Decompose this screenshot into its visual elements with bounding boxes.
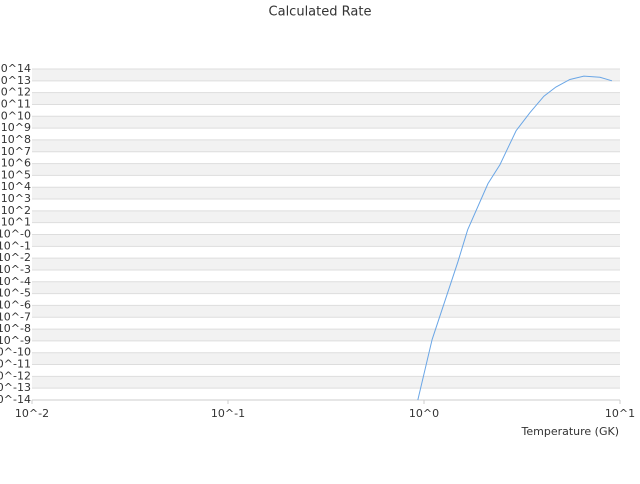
grid-band (32, 376, 620, 389)
y-tick-label: 10^-11 (0, 358, 31, 371)
grid-band (32, 116, 620, 129)
y-tick-label: 10^-12 (0, 369, 31, 382)
x-tick-label: 10^-1 (211, 407, 245, 420)
y-tick-label: 10^2 (1, 204, 31, 217)
grid-band (32, 163, 620, 176)
grid-band (32, 305, 620, 318)
y-tick-label: 10^-3 (0, 263, 31, 276)
grid-band (32, 329, 620, 341)
y-tick-label: 10^8 (1, 133, 31, 146)
y-tick-label: 10^9 (1, 121, 31, 134)
y-tick-label: 10^-0 (0, 228, 31, 241)
grid-band (32, 258, 620, 270)
grid-band (32, 352, 620, 365)
chart-title: Calculated Rate (269, 5, 372, 20)
y-tick-label: 10^4 (1, 180, 31, 193)
y-tick-label: 10^10 (0, 109, 31, 122)
y-tick-label: 10^13 (0, 74, 31, 87)
series-line (417, 75, 613, 401)
grid-band (32, 210, 620, 223)
y-tick-label: 10^6 (1, 157, 31, 170)
grid-band (32, 69, 620, 81)
y-tick-label: 10^-8 (0, 322, 31, 335)
x-tick-label: 10^-2 (15, 407, 49, 420)
y-tick-label: 10^5 (1, 168, 31, 181)
x-axis-label: Temperature (GK) (521, 425, 620, 438)
y-tick-label: 10^-6 (0, 298, 31, 311)
y-tick-label: 10^-14 (0, 393, 31, 406)
y-tick-label: 10^11 (0, 97, 31, 110)
y-tick-label: 10^14 (0, 62, 31, 75)
grid-band (32, 281, 620, 294)
x-tick-label: 10^0 (409, 407, 439, 420)
y-tick-label: 10^7 (1, 145, 31, 158)
y-tick-label: 10^-1 (0, 239, 31, 252)
y-tick-label: 10^-13 (0, 381, 31, 394)
x-tick-label: 10^1 (605, 407, 635, 420)
grid-band (32, 234, 620, 247)
y-tick-label: 10^-10 (0, 346, 31, 359)
y-tick-label: 10^3 (1, 192, 31, 205)
y-tick-label: 10^-4 (0, 275, 31, 288)
y-tick-label: 10^-7 (0, 310, 31, 323)
grid-band (32, 187, 620, 200)
y-tick-label: 10^-2 (0, 251, 31, 264)
y-tick-label: 10^-5 (0, 287, 31, 300)
grid-band (32, 139, 620, 152)
y-tick-label: 10^-9 (0, 334, 31, 347)
y-tick-label: 10^1 (1, 216, 31, 229)
y-tick-label: 10^12 (0, 86, 31, 99)
grid-band (32, 92, 620, 105)
